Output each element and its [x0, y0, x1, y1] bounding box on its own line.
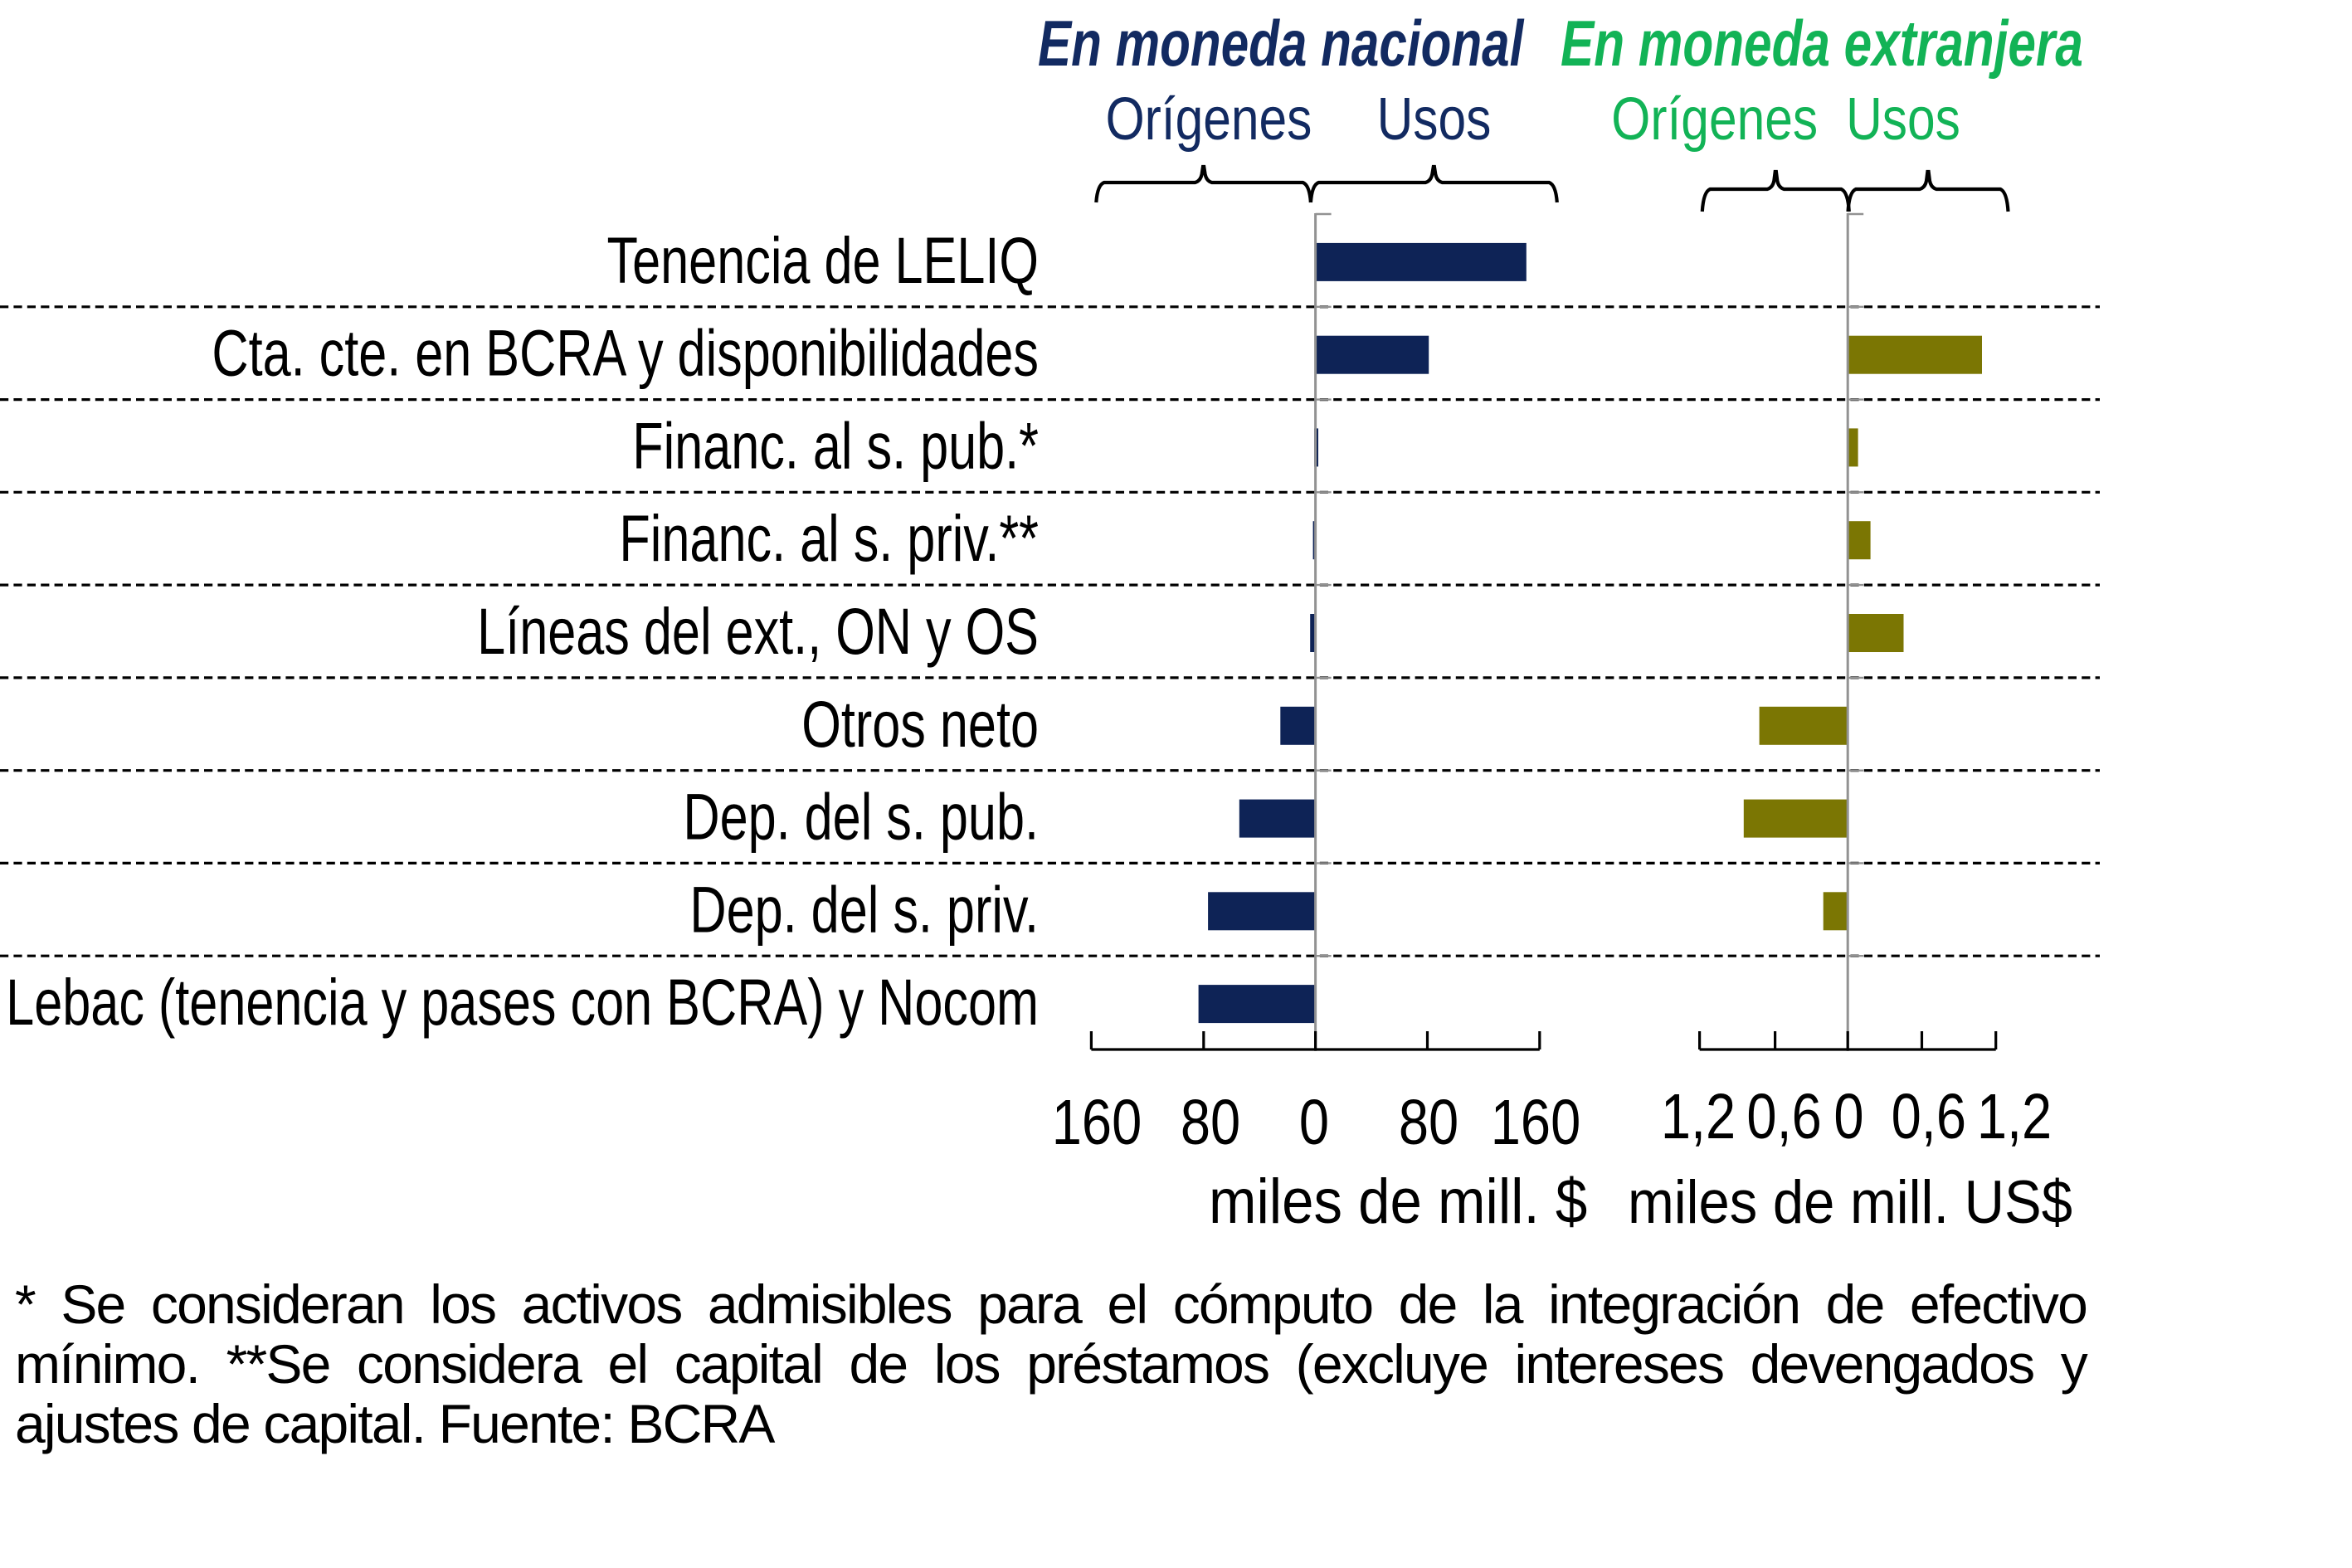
- svg-text:Lebac (tenencia y pases con BC: Lebac (tenencia y pases con BCRA) y Noco…: [6, 966, 1039, 1039]
- svg-text:Usos: Usos: [1846, 86, 1960, 153]
- svg-text:0,6: 0,6: [1746, 1082, 1821, 1152]
- svg-text:Líneas del ext., ON y OS: Líneas del ext., ON y OS: [477, 595, 1039, 668]
- svg-text:1,2: 1,2: [1661, 1082, 1736, 1152]
- svg-text:Orígenes: Orígenes: [1611, 86, 1818, 153]
- svg-text:0: 0: [1833, 1082, 1863, 1152]
- svg-text:Dep. del s. priv.: Dep. del s. priv.: [689, 873, 1039, 946]
- svg-text:En moneda nacional: En moneda nacional: [1038, 7, 1525, 80]
- svg-text:0: 0: [1299, 1088, 1329, 1158]
- svg-text:miles de mill. $: miles de mill. $: [1209, 1166, 1587, 1237]
- svg-text:Cta. cte. en BCRA y disponibil: Cta. cte. en BCRA y disponibilidades: [212, 316, 1039, 389]
- svg-text:Usos: Usos: [1377, 86, 1492, 153]
- svg-text:Financ. al s. pub.*: Financ. al s. pub.*: [632, 409, 1039, 482]
- svg-text:1,2: 1,2: [1977, 1082, 2052, 1152]
- svg-text:En moneda extranjera: En moneda extranjera: [1561, 7, 2083, 80]
- svg-text:Orígenes: Orígenes: [1106, 86, 1312, 153]
- svg-text:160: 160: [1052, 1088, 1142, 1158]
- svg-text:Dep. del s. pub.: Dep. del s. pub.: [683, 780, 1039, 853]
- svg-text:80: 80: [1399, 1088, 1458, 1158]
- svg-text:0,6: 0,6: [1892, 1082, 1966, 1152]
- svg-text:Financ. al s. priv.**: Financ. al s. priv.**: [619, 502, 1039, 575]
- svg-text:Tenencia de LELIQ: Tenencia de LELIQ: [607, 223, 1039, 296]
- svg-text:miles de mill. US$: miles de mill. US$: [1628, 1167, 2072, 1236]
- svg-text:Otros neto: Otros neto: [801, 687, 1039, 760]
- svg-text:160: 160: [1491, 1088, 1580, 1158]
- svg-text:80: 80: [1181, 1088, 1240, 1158]
